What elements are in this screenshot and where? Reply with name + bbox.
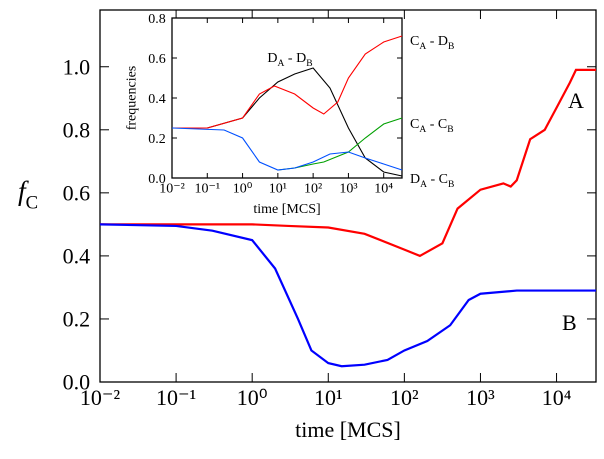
x-axis-label: time [MCS]	[295, 417, 401, 442]
subscript: B	[447, 125, 453, 135]
subscript: A	[419, 42, 426, 52]
series-label: CA - DB	[410, 34, 454, 52]
series-line	[100, 68, 596, 258]
series-line	[171, 127, 403, 171]
label-part: - C	[426, 117, 447, 132]
subscript: B	[306, 59, 312, 69]
label-part: C	[410, 117, 419, 132]
series-label: DA - CB	[410, 172, 454, 190]
label-part: - C	[427, 172, 448, 187]
y-tick-label: 0.8	[63, 117, 91, 142]
subscript: B	[448, 42, 454, 52]
y-axis-label: frequencies	[125, 66, 140, 131]
subscript: A	[420, 180, 427, 190]
x-tick-label: 10⁻²	[80, 385, 121, 410]
y-tick-label: 0.2	[63, 307, 91, 332]
y-tick-label: 0.6	[63, 181, 91, 206]
y-tick-label: 0.0	[148, 172, 166, 187]
y-tick-label: 0.4	[63, 244, 91, 269]
subscript: C	[26, 192, 38, 213]
x-tick-label: 10¹	[314, 385, 343, 410]
x-tick-label: 10²	[390, 385, 419, 410]
series-line	[99, 223, 596, 368]
plot-frame	[171, 17, 403, 179]
y-tick-label: 0.4	[148, 92, 166, 107]
subscript: B	[448, 180, 454, 190]
y-tick-label: 1.0	[63, 54, 91, 79]
series-line	[172, 35, 403, 129]
x-tick-label: 10⁴	[542, 385, 572, 410]
x-tick-label: 10⁻²	[159, 182, 185, 197]
y-tick-label: 0.0	[63, 370, 91, 395]
x-tick-label: 10³	[339, 182, 357, 197]
x-tick-label: 10⁰	[233, 182, 253, 197]
subscript: A	[419, 125, 426, 135]
x-tick-label: 10³	[466, 385, 495, 410]
x-tick-label: 10⁴	[374, 182, 393, 197]
x-tick-label: 10⁰	[237, 385, 268, 410]
label-part: - D	[426, 34, 448, 49]
series-label: CA - CB	[410, 117, 454, 135]
subscript: A	[278, 59, 285, 69]
y-tick-label: 0.6	[148, 52, 166, 67]
label-part: f	[18, 175, 29, 206]
x-tick-label: 10⁻¹	[194, 182, 220, 197]
x-tick-label: 10⁻¹	[156, 385, 196, 410]
series-label: A	[568, 88, 584, 113]
x-axis-label: time [MCS]	[253, 202, 320, 217]
series-label: DA - DB	[267, 51, 312, 69]
y-tick-label: 0.8	[148, 12, 166, 27]
y-axis-label: fC	[18, 175, 38, 213]
series-label: B	[562, 310, 577, 335]
label-part: D	[410, 172, 420, 187]
label-part: C	[410, 34, 419, 49]
x-tick-label: 10¹	[269, 182, 287, 197]
label-part: - D	[284, 51, 306, 66]
label-part: D	[267, 51, 277, 66]
x-tick-label: 10²	[304, 182, 322, 197]
y-tick-label: 0.2	[148, 132, 166, 147]
